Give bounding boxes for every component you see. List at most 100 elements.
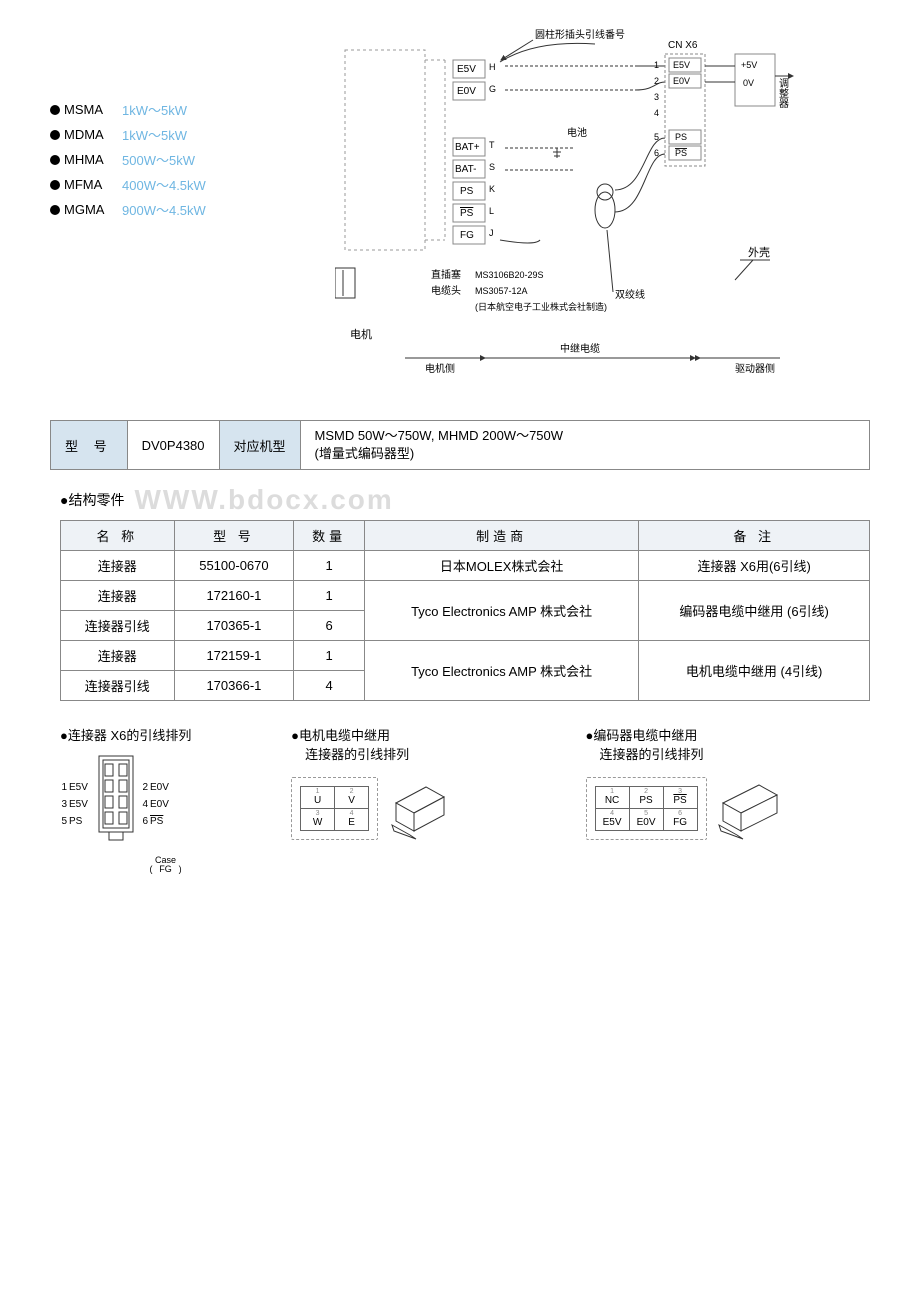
model-bar: 型 号 DV0P4380 对应机型 MSMD 50W～750W, MHMD 20…: [50, 420, 870, 470]
pin-label: E5V: [69, 782, 91, 793]
wiring-diagram-svg: 电机 E5V E0V BAT+ BAT- PS PS FG H G T S K …: [335, 20, 805, 390]
table-row: 连接器 55100-0670 1 日本MOLEX株式会社 连接器 X6用(6引线…: [61, 551, 870, 581]
connector-3d-icon: [386, 773, 456, 843]
x6-pin-column: ●连接器 X6的引线排列 1 E5V 3 E5V 5 PS 2 E0V: [60, 725, 271, 874]
x6-right-labels: 2 E0V 4 E0V 6 PS: [141, 782, 172, 827]
motor-range: 1kW～5kW: [122, 100, 187, 119]
svg-text:电缆头: 电缆头: [431, 284, 461, 297]
motor-row: MHMA500W～5kW: [50, 150, 220, 169]
svg-text:PS: PS: [460, 186, 474, 197]
svg-text:K: K: [489, 184, 495, 194]
motor-relay-title: ●电机电缆中继用 连接器的引线排列: [291, 725, 565, 763]
svg-text:双绞线: 双绞线: [615, 288, 645, 301]
title-line: ●电机电缆中继用: [291, 725, 409, 744]
title-line: ●编码器电缆中继用: [586, 725, 704, 744]
motor-row: MSMA1kW～5kW: [50, 100, 220, 119]
table-row: 连接器 172159-1 1 Tyco Electronics AMP 株式会社…: [61, 641, 870, 671]
svg-text:E0V: E0V: [673, 76, 690, 86]
th: 数量: [294, 521, 365, 551]
table-header-row: 名 称 型 号 数量 制造商 备 注: [61, 521, 870, 551]
model-value: DV0P4380: [128, 421, 220, 469]
pin-cell: 3W: [301, 808, 335, 830]
th: 名 称: [61, 521, 175, 551]
pin-cell: 1NC: [595, 786, 629, 808]
model-desc-line: (增量式编码器型): [315, 445, 855, 463]
pin-cell: 4E5V: [595, 808, 629, 830]
svg-text:CN X6: CN X6: [668, 40, 698, 51]
encoder-relay-column: ●编码器电缆中继用 连接器的引线排列 1NC 2PS 3PS 4E5V 5E0V…: [586, 725, 860, 874]
parts-section-title: ●结构零件 WWW.bdocx.com: [60, 484, 900, 516]
pin-cell: 2PS: [629, 786, 663, 808]
motor-range: 1kW～5kW: [122, 125, 187, 144]
td: 连接器引线: [61, 671, 175, 701]
pin-label: PS: [69, 816, 91, 827]
svg-text:G: G: [489, 84, 496, 94]
td: 1: [294, 551, 365, 581]
td: 172160-1: [174, 581, 294, 611]
model-compat-desc: MSMD 50W～750W, MHMD 200W～750W (增量式编码器型): [301, 421, 869, 469]
table-row: 连接器 172160-1 1 Tyco Electronics AMP 株式会社…: [61, 581, 870, 611]
pin-num: 5: [60, 816, 67, 827]
svg-text:PS: PS: [675, 132, 687, 142]
pin-cell: 6FG: [663, 808, 697, 830]
dashed-frame: 1U 2V 3W 4E: [291, 777, 378, 840]
td: 170366-1: [174, 671, 294, 701]
bullet-icon: [50, 155, 60, 165]
pin-num: 2: [141, 782, 148, 793]
pin-label: PS: [150, 816, 172, 827]
svg-text:电机侧: 电机侧: [425, 362, 455, 375]
bullet-icon: [50, 180, 60, 190]
motor-name: MFMA: [64, 177, 122, 192]
svg-text:中继电缆: 中继电缆: [560, 342, 600, 355]
x6-pin-diagram: 1 E5V 3 E5V 5 PS 2 E0V 4 E0V 6 PS: [60, 754, 271, 854]
motor-range: 400W～4.5kW: [122, 175, 206, 194]
svg-text:BAT-: BAT-: [455, 164, 476, 175]
encoder-relay-pin-table: 1NC 2PS 3PS 4E5V 5E0V 6FG: [595, 786, 698, 831]
encoder-relay-diagram: 1NC 2PS 3PS 4E5V 5E0V 6FG: [586, 773, 860, 843]
model-desc-line: MSMD 50W～750W, MHMD 200W～750W: [315, 427, 855, 445]
td: 4: [294, 671, 365, 701]
pin-label: E0V: [150, 782, 172, 793]
svg-text:0V: 0V: [743, 78, 754, 88]
model-compat-label: 对应机型: [220, 421, 301, 469]
bullet-icon: [50, 105, 60, 115]
svg-text:5: 5: [654, 132, 659, 142]
title-line: 连接器的引线排列: [305, 744, 409, 763]
td: 电机电缆中继用 (4引线): [639, 641, 870, 701]
td: 编码器电缆中继用 (6引线): [639, 581, 870, 641]
svg-text:驱动器侧: 驱动器侧: [735, 362, 775, 375]
td: 170365-1: [174, 611, 294, 641]
parts-table: 名 称 型 号 数量 制造商 备 注 连接器 55100-0670 1 日本MO…: [60, 520, 870, 701]
pin-cell: 3PS: [663, 786, 697, 808]
td: Tyco Electronics AMP 株式会社: [364, 641, 638, 701]
td: 172159-1: [174, 641, 294, 671]
x6-left-labels: 1 E5V 3 E5V 5 PS: [60, 782, 91, 827]
svg-text:S: S: [489, 162, 495, 172]
svg-text:PS: PS: [460, 208, 474, 219]
svg-text:1: 1: [654, 60, 659, 70]
motor-relay-pin-table: 1U 2V 3W 4E: [300, 786, 369, 831]
td: 1: [294, 641, 365, 671]
motor-relay-column: ●电机电缆中继用 连接器的引线排列 1U 2V 3W 4E: [291, 725, 565, 874]
td: 连接器引线: [61, 611, 175, 641]
svg-text:MS3106B20-29S: MS3106B20-29S: [475, 270, 544, 280]
svg-text:电机: 电机: [350, 327, 372, 341]
svg-text:J: J: [489, 228, 494, 238]
encoder-relay-title: ●编码器电缆中继用 连接器的引线排列: [586, 725, 860, 763]
pin-label: E0V: [150, 799, 172, 810]
model-label: 型 号: [51, 421, 128, 469]
dashed-frame: 1NC 2PS 3PS 4E5V 5E0V 6FG: [586, 777, 707, 840]
svg-text:电池: 电池: [567, 126, 587, 139]
svg-text:E0V: E0V: [457, 86, 476, 97]
svg-text:H: H: [489, 62, 496, 72]
bullet-icon: [50, 130, 60, 140]
svg-text:E5V: E5V: [673, 60, 690, 70]
motor-name: MDMA: [64, 127, 122, 142]
td: 连接器: [61, 581, 175, 611]
td: 连接器 X6用(6引线): [639, 551, 870, 581]
motor-list: MSMA1kW～5kW MDMA1kW～5kW MHMA500W～5kW MFM…: [20, 20, 220, 390]
svg-text:4: 4: [654, 108, 659, 118]
motor-relay-diagram: 1U 2V 3W 4E: [291, 773, 565, 843]
x6-case-label: ( CaseFG ): [60, 856, 271, 874]
motor-range: 900W～4.5kW: [122, 200, 206, 219]
